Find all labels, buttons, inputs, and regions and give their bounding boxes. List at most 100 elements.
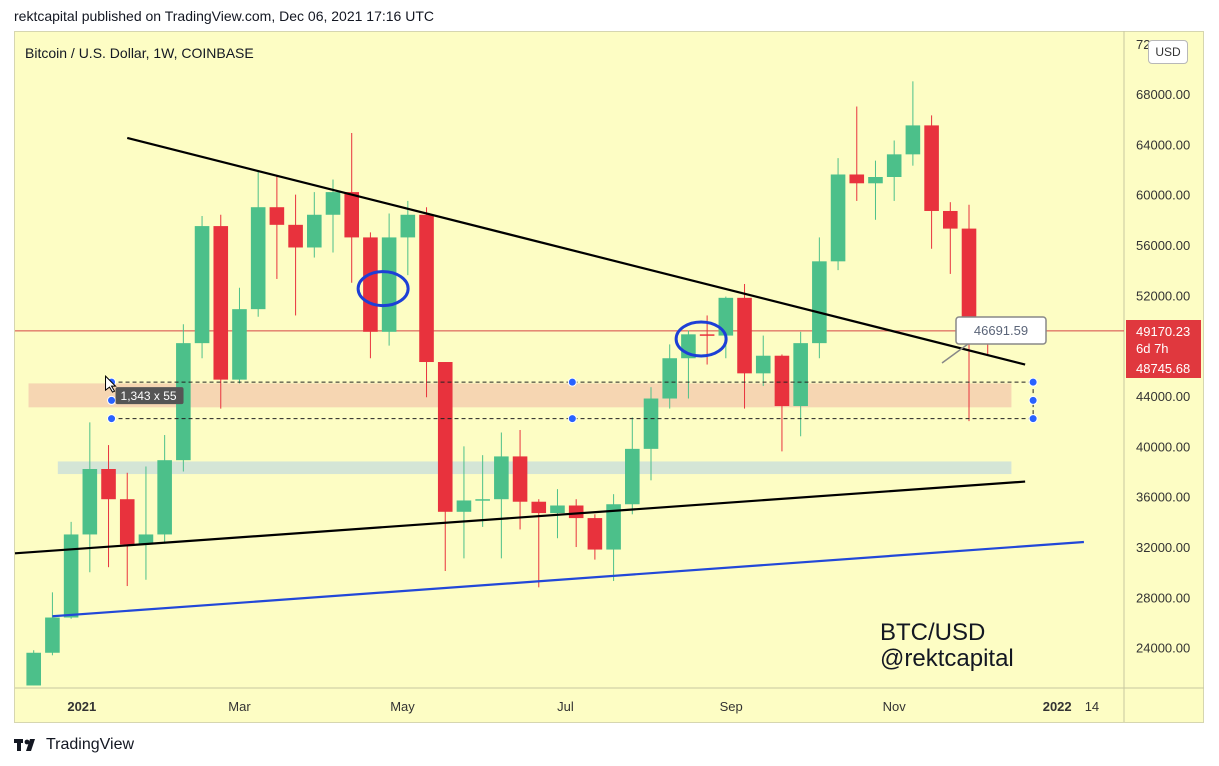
candle-body[interactable] xyxy=(793,343,808,407)
candle-body[interactable] xyxy=(699,334,715,336)
resistance-zone xyxy=(28,383,1012,408)
x-tick-label: 2021 xyxy=(67,699,96,714)
candle-body[interactable] xyxy=(868,177,883,184)
currency-button[interactable]: USD xyxy=(1148,40,1188,64)
x-tick-label: Sep xyxy=(720,699,743,714)
candle-body[interactable] xyxy=(419,214,434,363)
candle-body[interactable] xyxy=(344,192,360,238)
x-tick-label: Jul xyxy=(557,699,574,714)
x-tick-label: 2022 xyxy=(1043,699,1072,714)
support-zone xyxy=(57,461,1012,475)
tradingview-footer[interactable]: TradingView xyxy=(14,736,134,754)
candle-body[interactable] xyxy=(250,207,266,310)
candle-body[interactable] xyxy=(737,297,752,374)
candle-body[interactable] xyxy=(643,398,659,449)
y-tick-label: 28000.00 xyxy=(1136,590,1190,605)
watermark-line2: @rektcapital xyxy=(880,645,1014,672)
candle-body[interactable] xyxy=(550,505,565,514)
candle-body[interactable] xyxy=(363,237,378,332)
measure-handle[interactable] xyxy=(567,377,577,387)
callout-pointer xyxy=(941,343,969,364)
price-tag-marker: 48745.68 xyxy=(1136,361,1190,376)
price-tag xyxy=(1126,320,1201,378)
y-tick-label: 32000.00 xyxy=(1136,540,1190,555)
candle-body[interactable] xyxy=(101,469,116,500)
symbol-label: Bitcoin / U.S. Dollar, 1W, COINBASE xyxy=(25,45,254,61)
candle-body[interactable] xyxy=(830,174,846,262)
measure-handle[interactable] xyxy=(1028,414,1038,424)
candle-body[interactable] xyxy=(494,456,509,500)
measure-handle[interactable] xyxy=(107,414,117,424)
candle-body[interactable] xyxy=(157,460,172,535)
measure-label: 1,343 x 55 xyxy=(121,389,177,403)
candle-body[interactable] xyxy=(213,226,229,380)
candle-body[interactable] xyxy=(718,297,734,336)
candle-body[interactable] xyxy=(437,362,453,512)
candle-body[interactable] xyxy=(531,501,547,514)
y-tick-label: 52000.00 xyxy=(1136,288,1190,303)
candle-body[interactable] xyxy=(475,499,490,501)
footer-brand: TradingView xyxy=(46,736,135,753)
candle-body[interactable] xyxy=(812,261,827,344)
price-tag-current: 49170.23 xyxy=(1136,324,1190,339)
measure-handle[interactable] xyxy=(567,414,577,424)
descending-trendline[interactable] xyxy=(126,136,1026,366)
candle-body[interactable] xyxy=(381,237,397,332)
x-tick-label: May xyxy=(390,699,415,714)
candle-body[interactable] xyxy=(512,456,528,502)
candle-body[interactable] xyxy=(456,500,472,512)
tradingview-logo-icon xyxy=(14,739,35,751)
y-tick-label: 40000.00 xyxy=(1136,439,1190,454)
candle-body[interactable] xyxy=(400,214,416,238)
ascending-trendline[interactable] xyxy=(14,480,1026,555)
candle-body[interactable] xyxy=(755,355,771,374)
candle-body[interactable] xyxy=(606,504,621,550)
candle-body[interactable] xyxy=(625,448,640,505)
candle-body[interactable] xyxy=(194,226,210,344)
price-tag-countdown: 6d 7h xyxy=(1136,341,1169,356)
callout-value: 46691.59 xyxy=(974,323,1028,338)
candle-body[interactable] xyxy=(662,358,678,399)
y-tick-label: 36000.00 xyxy=(1136,490,1190,505)
candle-body[interactable] xyxy=(943,210,958,229)
chart-frame[interactable] xyxy=(14,31,1204,723)
candle-body[interactable] xyxy=(138,534,154,545)
circled-candle-highlight xyxy=(674,320,728,358)
measure-handle[interactable] xyxy=(107,395,117,405)
candle-body[interactable] xyxy=(774,355,790,407)
y-tick-label: 68000.00 xyxy=(1136,87,1190,102)
candle-body[interactable] xyxy=(269,207,285,225)
candle-body[interactable] xyxy=(924,125,939,211)
candle-body[interactable] xyxy=(849,174,865,184)
candle-body[interactable] xyxy=(886,154,902,177)
candle-body[interactable] xyxy=(568,505,584,519)
candle-body[interactable] xyxy=(26,652,42,686)
y-tick-label: 64000.00 xyxy=(1136,137,1190,152)
candle-body[interactable] xyxy=(45,617,60,653)
candle-body[interactable] xyxy=(961,228,977,329)
candle-body[interactable] xyxy=(119,499,135,545)
candle-body[interactable] xyxy=(905,125,921,155)
x-tick-label: 14 xyxy=(1085,699,1099,714)
candle-body[interactable] xyxy=(288,224,303,248)
candle-body[interactable] xyxy=(587,518,603,550)
y-tick-label: 56000.00 xyxy=(1136,238,1190,253)
support-line[interactable] xyxy=(52,540,1084,618)
candle-body[interactable] xyxy=(307,214,322,248)
callout-box[interactable] xyxy=(955,316,1047,345)
y-tick-label: 60000.00 xyxy=(1136,188,1190,203)
circled-candle-highlight xyxy=(356,270,410,308)
candle-body[interactable] xyxy=(82,469,98,535)
y-tick-label: 44000.00 xyxy=(1136,389,1190,404)
candle-body[interactable] xyxy=(325,192,341,215)
publish-info: rektcapital published on TradingView.com… xyxy=(14,8,434,24)
candle-body[interactable] xyxy=(232,309,247,380)
measure-handle[interactable] xyxy=(1028,377,1038,387)
candle-body[interactable] xyxy=(63,534,79,618)
cursor-icon xyxy=(105,374,117,393)
y-tick-label: 24000.00 xyxy=(1136,641,1190,656)
measure-label-bg xyxy=(115,387,184,405)
x-tick-label: Nov xyxy=(883,699,907,714)
measure-handle[interactable] xyxy=(1028,395,1038,405)
